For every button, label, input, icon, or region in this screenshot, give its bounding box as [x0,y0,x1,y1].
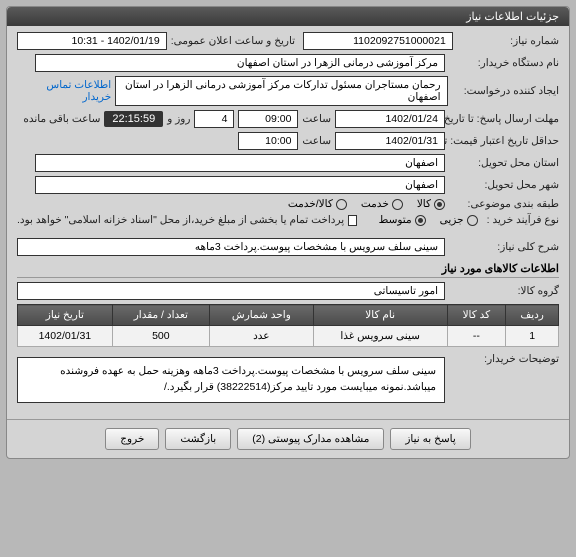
details-panel: جزئیات اطلاعات نیاز شماره نیاز: 11020927… [6,6,570,459]
back-button[interactable]: بازگشت [165,428,231,450]
subject-cat-label: طبقه بندی موضوعی: [449,198,559,210]
footer-buttons: پاسخ به نیاز مشاهده مدارک پیوستی (2) باز… [7,419,569,458]
deadline-label: مهلت ارسال پاسخ: تا تاریخ: [449,113,559,125]
announce-label: تاریخ و ساعت اعلان عمومی: [171,35,295,47]
items-table: ردیفکد کالانام کالاواحد شمارشتعداد / مقد… [17,304,559,347]
contact-link[interactable]: اطلاعات تماس خریدار [17,79,111,103]
table-row: 1--سینی سرویس غذاعدد5001402/01/31 [18,326,559,347]
respond-button[interactable]: پاسخ به نیاز [390,428,470,450]
city-value: اصفهان [35,176,445,194]
exit-button[interactable]: خروج [105,428,159,450]
req-no-label: شماره نیاز: [457,35,559,47]
attachments-button[interactable]: مشاهده مدارک پیوستی (2) [237,428,384,450]
validity-date: 1402/01/31 [335,132,445,150]
buyer-desc-label: توضیحات خریدار: [449,353,559,365]
buyer-label: نام دستگاه خریدار: [449,57,559,69]
treasury-checkbox[interactable] [348,215,356,226]
announce-value: 1402/01/19 - 10:31 [17,32,167,50]
creator-value: رحمان مستاجران مسئول تدارکات مرکز آموزشی… [115,76,447,106]
buyer-desc-value: سینی سلف سرویس با مشخصات پیوست.پرداخت 3م… [17,357,445,403]
pay-note: پرداخت تمام یا بخشی از مبلغ خرید،از محل … [17,214,344,226]
proc-label: نوع فرآیند خرید : [482,214,559,226]
time-label-1: ساعت [302,113,331,125]
province-label: استان محل تحویل: [449,157,559,169]
validity-label: حداقل تاریخ اعتبار قیمت: تا تاریخ: [449,135,559,147]
panel-title: جزئیات اطلاعات نیاز [7,7,569,26]
buyer-value: مرکز آموزشی درمانی الزهرا در استان اصفها… [35,54,445,72]
process-radio-group: جزیی متوسط [379,214,478,226]
cat-goods-radio[interactable]: کالا [417,198,445,210]
days-label: روز و [167,113,190,125]
proc-med-radio[interactable]: متوسط [379,214,426,226]
creator-label: ایجاد کننده درخواست: [452,85,559,97]
items-section-title: اطلاعات کالاهای مورد نیاز [17,262,559,278]
table-header: ردیف [506,305,559,326]
summary-value: سینی سلف سرویس با مشخصات پیوست.پرداخت 3م… [17,238,445,256]
deadline-date: 1402/01/24 [335,110,445,128]
req-no-value: 1102092751000021 [303,32,453,50]
countdown-timer: 22:15:59 [104,111,163,127]
validity-time: 10:00 [238,132,298,150]
deadline-time: 09:00 [238,110,298,128]
group-label: گروه کالا: [449,285,559,297]
city-label: شهر محل تحویل: [449,179,559,191]
table-header: واحد شمارش [209,305,313,326]
proc-small-radio[interactable]: جزیی [440,214,478,226]
table-header: تعداد / مقدار [112,305,209,326]
cat-service-radio[interactable]: خدمت [361,198,403,210]
table-header: نام کالا [313,305,447,326]
days-value: 4 [194,110,234,128]
table-header: کد کالا [447,305,506,326]
panel-body: شماره نیاز: 1102092751000021 تاریخ و ساع… [7,26,569,413]
remaining-label: ساعت باقی مانده [23,113,100,125]
cat-both-radio[interactable]: کالا/خدمت [288,198,347,210]
summary-label: شرح کلی نیاز: [449,241,559,253]
table-header: تاریخ نیاز [18,305,113,326]
group-value: امور تاسیساتی [17,282,445,300]
category-radio-group: کالا خدمت کالا/خدمت [288,198,445,210]
time-label-2: ساعت [302,135,331,147]
province-value: اصفهان [35,154,445,172]
